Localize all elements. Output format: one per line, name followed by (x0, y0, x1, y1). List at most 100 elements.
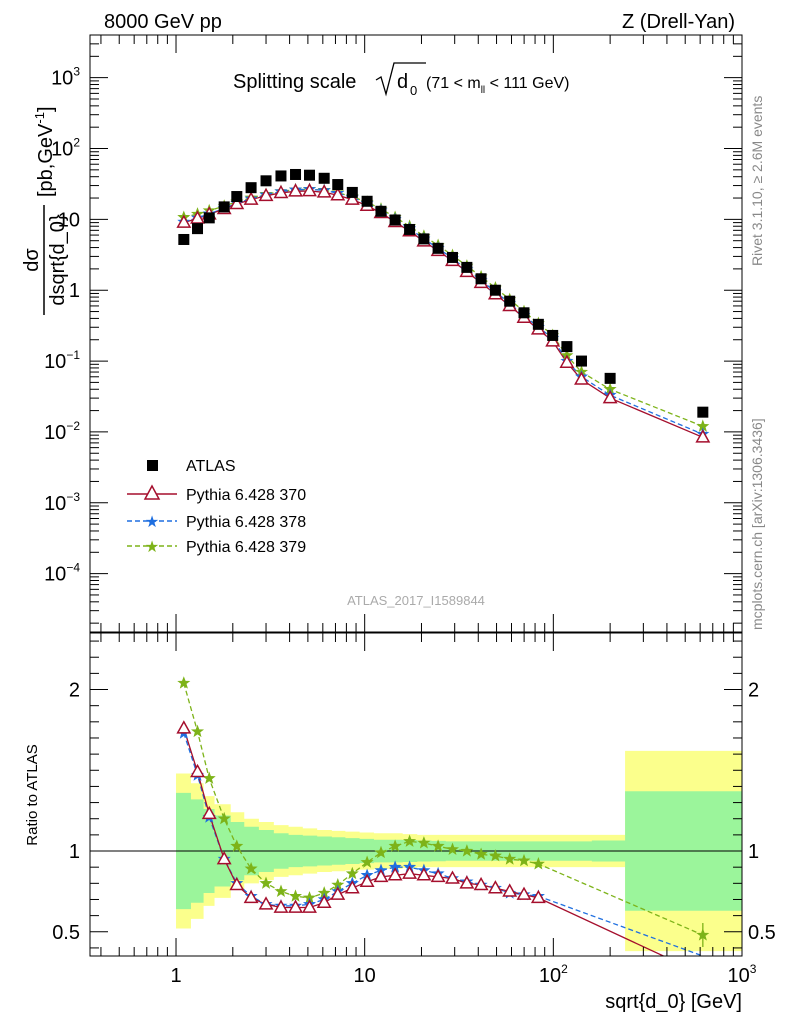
title-root-subscript: 0 (410, 83, 417, 98)
main-point-atlas (346, 186, 358, 198)
legend-marker-p370 (143, 484, 161, 500)
main-point-atlas (318, 172, 330, 184)
ylabel-denominator: dsqrt{d_0} (47, 214, 69, 306)
x-tick-label: 1 (170, 965, 181, 987)
ratio-point-p379 (288, 889, 303, 902)
main-point-atlas (504, 295, 516, 307)
legend-label-p378: Pythia 6.428 378 (186, 514, 306, 531)
main-point-atlas (547, 329, 559, 341)
main-point-atlas (275, 170, 287, 182)
ratio-point-p379 (474, 847, 488, 860)
main-y-tick-label: 10−2 (44, 419, 80, 444)
ratio-point-p379 (190, 724, 205, 738)
ratio-point-p379 (345, 866, 359, 880)
ratio-tick-labels: 0.5 0.5 1 1 2 2 1 10 102 103 (52, 680, 776, 987)
ratio-panel: 0.5 0.5 1 1 2 2 1 10 102 103 Ratio to ATLAS sqrt{… (24, 632, 776, 1013)
ratio-point-p370 (502, 883, 518, 897)
ratio-point-p370 (216, 851, 232, 865)
ratio-point-p379 (244, 861, 258, 875)
main-series-line-p378 (183, 188, 704, 435)
ylabel-unit: [pb,GeV-1] (32, 106, 57, 197)
legend-label-p370: Pythia 6.428 370 (186, 487, 306, 504)
main-point-atlas (375, 205, 387, 217)
legend-item-p370: Pythia 6.428 370 (127, 484, 306, 504)
ratio-y-tick-label-right: 1 (748, 841, 759, 863)
main-point-p370 (302, 183, 317, 197)
ratio-y-axis-label: Ratio to ATLAS (24, 744, 41, 845)
ratio-point-p379 (403, 834, 417, 847)
legend-marker-p378: ★ (145, 514, 159, 531)
header-left: 8000 GeV pp (104, 11, 222, 33)
x-tick-label: 10 (354, 965, 376, 987)
side-text-top: Rivet 3.1.10, ≥ 2.6M events (749, 96, 765, 266)
main-point-atlas (260, 175, 272, 187)
main-point-atlas (518, 307, 530, 319)
main-y-tick-label: 10−1 (44, 348, 80, 373)
main-point-atlas (178, 233, 190, 245)
ratio-point-p370 (288, 899, 303, 913)
main-point-atlas (604, 372, 616, 384)
legend-marker-atlas (147, 460, 158, 471)
ratio-point-p370 (445, 870, 460, 884)
ratio-point-p379 (217, 811, 231, 825)
ratio-point-p370 (402, 865, 418, 879)
ratio-point-p379 (431, 839, 445, 852)
main-point-p370 (316, 184, 332, 198)
main-point-atlas (304, 169, 316, 181)
main-point-atlas (218, 201, 230, 213)
plot-title: Splitting scale d 0 (71 < mll < 111 GeV) (233, 62, 569, 98)
main-panel: 10−4 10−3 10−2 10−1 1 10 102 103 Splitting scal… (0, 34, 743, 633)
main-point-p370 (243, 191, 259, 205)
legend-item-atlas: ATLAS (147, 458, 236, 475)
main-point-atlas (432, 242, 444, 254)
ratio-point-p379 (388, 839, 402, 852)
main-y-tick-labels: 10−4 10−3 10−2 10−1 1 10 102 103 (44, 65, 80, 586)
main-point-p370 (288, 183, 303, 197)
ratio-plot-frame (89, 632, 743, 957)
ratio-point-p370 (416, 867, 432, 881)
main-point-p370 (176, 214, 192, 228)
ratio-point-p370 (359, 873, 375, 888)
ratio-point-p379 (531, 857, 545, 870)
ratio-point-p379 (374, 845, 388, 859)
side-text-bottom: mcplots.cern.ch [arXiv:1306.3436] (749, 418, 765, 630)
ratio-point-p370 (373, 868, 389, 883)
title-root-symbol: d (397, 71, 408, 93)
title-main: Splitting scale (233, 71, 356, 93)
main-point-p370 (190, 210, 205, 224)
ratio-y-tick-label-left: 0.5 (52, 922, 80, 944)
legend-label-p379: Pythia 6.428 379 (186, 539, 306, 556)
legend-marker-p379: ★ (145, 539, 159, 556)
main-point-atlas (404, 223, 416, 235)
main-point-atlas (532, 318, 544, 330)
main-point-atlas (475, 273, 487, 285)
header-right: Z (Drell-Yan) (622, 11, 735, 33)
ratio-point-p379 (517, 853, 531, 867)
main-point-atlas (446, 251, 458, 263)
main-point-atlas (361, 195, 373, 207)
ratio-point-p370 (473, 876, 489, 891)
ratio-point-p370 (302, 899, 317, 913)
ratio-y-tick-label-left: 1 (69, 841, 80, 863)
main-point-atlas (418, 233, 430, 245)
ratio-series-line-p379 (183, 682, 704, 936)
analysis-watermark: ATLAS_2017_I1589844 (347, 593, 485, 608)
main-point-atlas (0, 513, 11, 524)
main-y-tick-label: 10−4 (44, 561, 80, 586)
ratio-point-p370 (344, 880, 360, 894)
main-point-atlas (575, 355, 587, 367)
main-point-p370 (602, 390, 618, 404)
x-tick-label: 103 (728, 962, 757, 987)
main-point-atlas (697, 406, 709, 418)
main-point-atlas (203, 212, 215, 224)
x-tick-label: 102 (539, 962, 568, 987)
main-point-p370 (258, 187, 274, 202)
main-point-p370 (695, 429, 711, 443)
ratio-point-p379 (259, 876, 273, 889)
ratio-point-p379 (360, 855, 374, 868)
main-data (0, 168, 711, 524)
ratio-point-p379 (417, 836, 431, 849)
ratio-point-p370 (176, 720, 192, 734)
ratio-point-p379 (488, 849, 502, 862)
